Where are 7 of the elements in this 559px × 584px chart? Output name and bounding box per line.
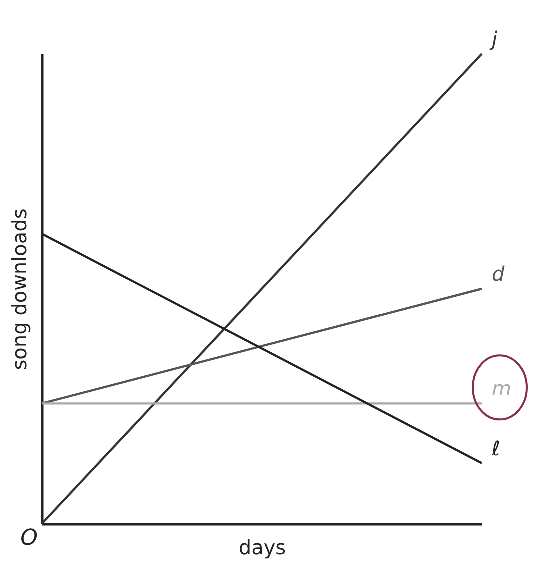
- series-label: j: [489, 27, 498, 51]
- x-axis-title: days: [238, 536, 286, 560]
- series-label: m: [492, 376, 512, 401]
- text: O: [20, 526, 38, 551]
- series-label: d: [492, 262, 505, 286]
- series-label: ℓ: [491, 436, 500, 460]
- y-axis-title: song downloads: [8, 208, 32, 370]
